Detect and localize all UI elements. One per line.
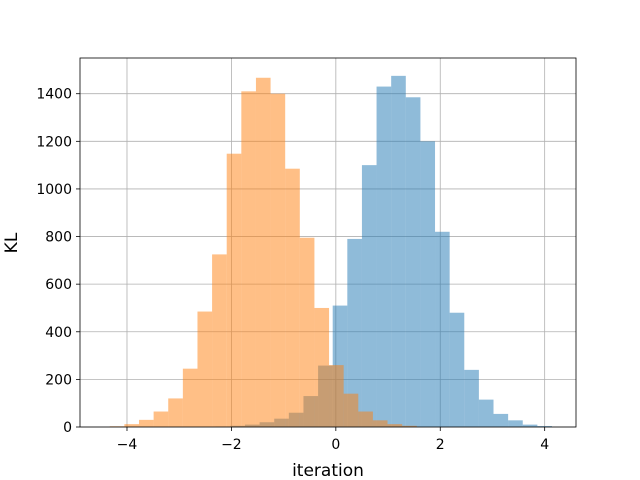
x-tick-label: 0 <box>331 437 340 453</box>
histogram-bar <box>402 425 417 427</box>
plot-frame <box>79 57 577 428</box>
histogram-bar <box>405 97 421 428</box>
y-axis-label: KL <box>2 232 22 253</box>
histogram-bar <box>372 420 388 427</box>
x-axis-ticks: −4 −2 0 2 4 <box>117 427 549 453</box>
y-tick-label: 1000 <box>36 182 72 198</box>
histogram-bar <box>376 86 392 427</box>
histogram-bar <box>420 141 436 428</box>
histogram-bar <box>391 75 406 428</box>
histogram-bar <box>226 153 242 427</box>
histogram-bar <box>212 254 227 427</box>
y-axis-ticks: 0 200 400 600 800 1000 1200 1400 <box>36 87 80 436</box>
histogram-bar <box>508 420 523 427</box>
histogram-bar <box>493 413 509 427</box>
y-tick-label: 800 <box>45 230 72 246</box>
histogram-bar <box>314 307 330 427</box>
histogram-bar <box>241 91 256 427</box>
histogram-bar <box>387 424 403 427</box>
histogram-bar <box>168 398 183 427</box>
histogram-bar <box>361 165 377 427</box>
histogram-bar <box>464 369 479 427</box>
histogram-bar <box>329 365 344 427</box>
histogram-bar <box>537 426 552 427</box>
histogram-bar <box>270 93 286 427</box>
histogram-bars <box>109 75 552 428</box>
histogram-bar <box>138 419 154 427</box>
histogram-bar <box>299 237 315 427</box>
histogram-bar <box>435 231 450 427</box>
histogram-bar <box>255 77 271 428</box>
x-tick-label: 2 <box>436 437 445 453</box>
histogram-bar <box>153 411 169 427</box>
histogram-bar <box>358 411 373 427</box>
histogram-bar <box>285 168 300 427</box>
histogram-bar <box>522 424 538 427</box>
histogram-bar <box>478 399 494 427</box>
y-tick-label: 1400 <box>36 87 72 103</box>
x-tick-label: 4 <box>540 437 549 453</box>
y-tick-label: 0 <box>63 420 72 436</box>
x-axis-label: iteration <box>292 461 364 480</box>
y-tick-label: 600 <box>45 277 72 293</box>
y-tick-label: 400 <box>45 325 72 341</box>
histogram-bar <box>449 312 465 427</box>
histogram-bar <box>347 238 362 427</box>
y-tick-label: 1200 <box>36 134 72 150</box>
histogram-bar <box>182 368 198 427</box>
histogram-bar <box>124 424 139 427</box>
x-tick-label: −4 <box>117 437 138 453</box>
histogram-bar <box>197 311 213 427</box>
y-tick-label: 200 <box>45 372 72 388</box>
x-tick-label: −2 <box>221 437 242 453</box>
histogram-bar <box>343 393 359 427</box>
